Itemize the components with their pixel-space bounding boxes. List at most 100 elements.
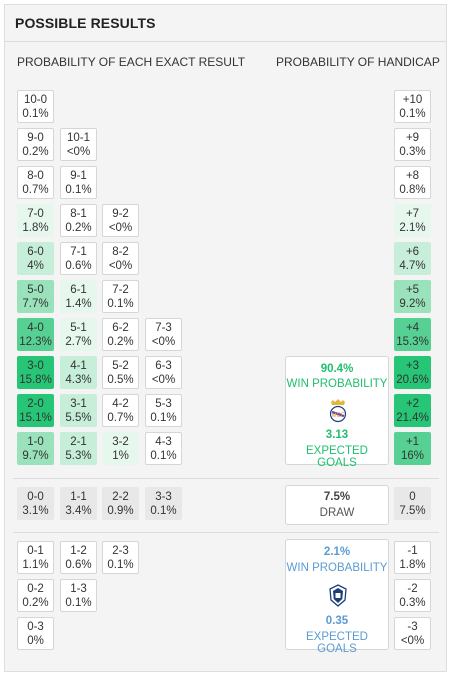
score-label: 2-1	[70, 436, 87, 448]
home-expected-goals: 3.13	[325, 429, 349, 441]
probability-label: 0.2%	[65, 222, 92, 234]
probability-label: 0.8%	[399, 184, 426, 196]
score-label: +10	[402, 94, 423, 106]
result-cell: 2-0 15.1%	[17, 394, 54, 427]
probability-label: 0.2%	[22, 597, 49, 609]
probability-label: 0.1%	[150, 505, 177, 517]
draw-result-cell: 0-0 3.1%	[17, 487, 54, 520]
exact-result-column-title: PROBABILITY OF EACH EXACT RESULT	[17, 55, 246, 69]
score-label: 7-2	[112, 284, 129, 296]
probability-label: 0.1%	[150, 450, 177, 462]
probability-label: 1.1%	[22, 559, 49, 571]
score-label: 6-3	[155, 360, 172, 372]
score-label: 0-1	[27, 545, 44, 557]
probability-label: 4.7%	[399, 260, 426, 272]
score-label: 2-0	[27, 398, 44, 410]
home-team-card: 90.4% WIN PROBABILITY MCF 3.13 EXPECTED …	[285, 356, 389, 469]
score-label: 4-3	[155, 436, 172, 448]
result-cell: 8-1 0.2%	[60, 204, 97, 237]
score-label: +2	[405, 398, 420, 410]
result-cell: 8-0 0.7%	[17, 166, 54, 199]
probability-label: 5.5%	[65, 412, 92, 424]
result-cell: 9-0 0.2%	[17, 128, 54, 161]
svg-text:MCF: MCF	[332, 413, 345, 419]
probability-label: 0.9%	[107, 505, 134, 517]
score-label: +1	[405, 436, 420, 448]
probability-label: 1.8%	[399, 559, 426, 571]
score-label: 1-3	[70, 583, 87, 595]
handicap-cell: +10 0.1%	[394, 90, 431, 123]
result-cell: 10-0 0.1%	[17, 90, 54, 123]
away-separator	[13, 532, 439, 533]
probability-label: 2.7%	[65, 336, 92, 348]
result-cell: 0-3 0%	[17, 617, 54, 650]
handicap-cell: +7 2.1%	[394, 204, 431, 237]
probability-label: 9.7%	[22, 450, 49, 462]
result-cell: 7-1 0.6%	[60, 242, 97, 275]
probability-label: 0.1%	[107, 298, 134, 310]
score-label: 3-2	[112, 436, 129, 448]
result-cell: 0-1 1.1%	[17, 541, 54, 574]
result-cell: 3-0 15.8%	[17, 356, 54, 389]
handicap-cell: 0 7.5%	[394, 487, 431, 520]
score-label: 1-1	[70, 491, 87, 503]
probability-label: 4%	[27, 260, 44, 272]
handicap-cell: +2 21.4%	[394, 394, 431, 427]
probability-label: <0%	[400, 635, 425, 647]
probability-label: 1.4%	[65, 298, 92, 310]
probability-label: 2.1%	[399, 222, 426, 234]
probability-label: 20.6%	[396, 374, 429, 386]
score-label: 10-0	[23, 94, 48, 106]
score-label: 9-2	[112, 208, 129, 220]
away-team-card: 2.1% WIN PROBABILITY 0.35 EXPECTED GOALS	[285, 539, 389, 655]
panel-header: POSSIBLE RESULTS	[5, 5, 446, 42]
probability-label: 15.1%	[19, 412, 52, 424]
score-label: 10-1	[66, 132, 91, 144]
result-cell: 2-1 5.3%	[60, 432, 97, 465]
score-label: -2	[407, 583, 418, 595]
handicap-column-title: PROBABILITY OF HANDICAP	[276, 55, 440, 69]
probability-label: 0.2%	[107, 336, 134, 348]
handicap-cell: +9 0.3%	[394, 128, 431, 161]
score-label: +6	[405, 246, 420, 258]
probability-label: 0.2%	[22, 146, 49, 158]
draw-separator	[13, 478, 439, 479]
probability-label: 0.1%	[107, 559, 134, 571]
probability-label: 5.3%	[65, 450, 92, 462]
draw-label: DRAW	[319, 507, 355, 519]
handicap-cell: -2 0.3%	[394, 579, 431, 612]
probability-label: 9.2%	[399, 298, 426, 310]
probability-label: 4.3%	[65, 374, 92, 386]
score-label: +3	[405, 360, 420, 372]
result-cell: 2-3 0.1%	[102, 541, 139, 574]
home-win-probability-label: WIN PROBABILITY	[286, 378, 388, 390]
probability-label: 0.5%	[107, 374, 134, 386]
score-label: +9	[405, 132, 420, 144]
panel-title: POSSIBLE RESULTS	[15, 15, 156, 31]
pachuca-crest-icon	[329, 584, 347, 607]
handicap-cell: -1 1.8%	[394, 541, 431, 574]
handicap-cell: +1 16%	[394, 432, 431, 465]
away-win-probability-label: WIN PROBABILITY	[286, 562, 388, 574]
score-label: 7-3	[155, 322, 172, 334]
result-cell: 5-2 0.5%	[102, 356, 139, 389]
draw-result-cell: 1-1 3.4%	[60, 487, 97, 520]
result-cell: 5-1 2.7%	[60, 318, 97, 351]
probability-label: 15.8%	[19, 374, 52, 386]
result-cell: 4-2 0.7%	[102, 394, 139, 427]
score-label: 0-3	[27, 621, 44, 633]
probability-label: 0.7%	[107, 412, 134, 424]
probability-label: 0.1%	[150, 412, 177, 424]
score-label: +5	[405, 284, 420, 296]
result-cell: 1-3 0.1%	[60, 579, 97, 612]
probability-label: 0.1%	[65, 184, 92, 196]
score-label: 7-1	[70, 246, 87, 258]
result-cell: 6-2 0.2%	[102, 318, 139, 351]
result-cell: 9-2 <0%	[102, 204, 139, 237]
score-label: 1-0	[27, 436, 44, 448]
possible-results-panel: POSSIBLE RESULTS PROBABILITY OF EACH EXA…	[4, 4, 447, 672]
result-cell: 3-1 5.5%	[60, 394, 97, 427]
result-cell: 5-3 0.1%	[145, 394, 182, 427]
result-cell: 9-1 0.1%	[60, 166, 97, 199]
score-label: 2-2	[112, 491, 129, 503]
